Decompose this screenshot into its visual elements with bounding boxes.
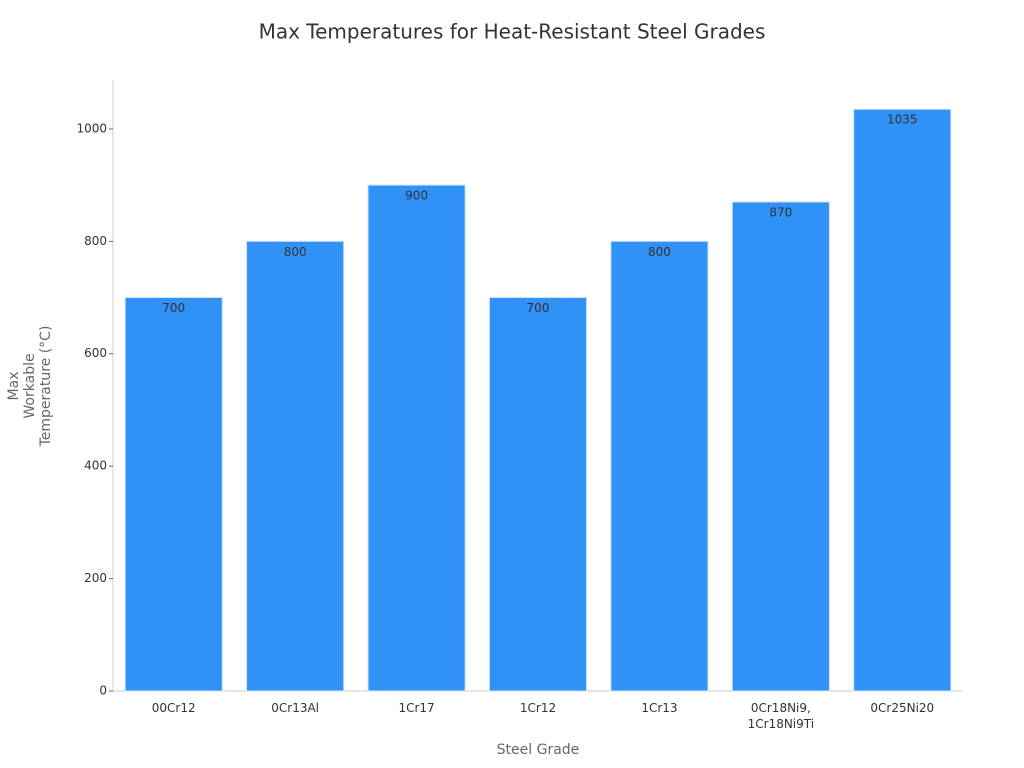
x-tick-label: 1Cr12 bbox=[520, 701, 556, 715]
y-tick-label: 600 bbox=[84, 346, 107, 360]
value-label: 900 bbox=[405, 189, 428, 203]
y-axis-title: MaxWorkableTemperature (°C) bbox=[6, 326, 54, 448]
chart-title: Max Temperatures for Heat-Resistant Stee… bbox=[259, 20, 766, 44]
y-tick-label: 0 bbox=[99, 684, 107, 698]
x-tick-label: 00Cr12 bbox=[152, 701, 196, 715]
value-label: 700 bbox=[162, 301, 185, 315]
x-axis-title: Steel Grade bbox=[497, 742, 580, 758]
value-label: 700 bbox=[527, 301, 550, 315]
value-label: 800 bbox=[648, 245, 671, 259]
bar bbox=[124, 297, 223, 692]
y-tick-label: 400 bbox=[84, 459, 107, 473]
value-label: 870 bbox=[769, 205, 792, 219]
x-tick-label: 0Cr18Ni9, 1Cr18Ni9Ti bbox=[748, 701, 814, 731]
y-tick-label: 200 bbox=[84, 571, 107, 585]
bar bbox=[367, 184, 466, 692]
y-tick-label: 1000 bbox=[76, 121, 107, 135]
value-label: 800 bbox=[284, 245, 307, 259]
bar bbox=[853, 108, 952, 692]
bar bbox=[488, 297, 588, 692]
y-tick-label: 800 bbox=[84, 234, 107, 248]
value-label: 1035 bbox=[887, 113, 918, 127]
x-tick-label: 1Cr17 bbox=[398, 701, 434, 715]
bar bbox=[246, 240, 345, 692]
bar bbox=[610, 240, 709, 692]
bar bbox=[731, 201, 830, 692]
x-tick-label: 0Cr13Al bbox=[271, 701, 319, 715]
x-tick-label: 1Cr13 bbox=[641, 701, 677, 715]
x-tick-label: 0Cr25Ni20 bbox=[870, 701, 934, 715]
